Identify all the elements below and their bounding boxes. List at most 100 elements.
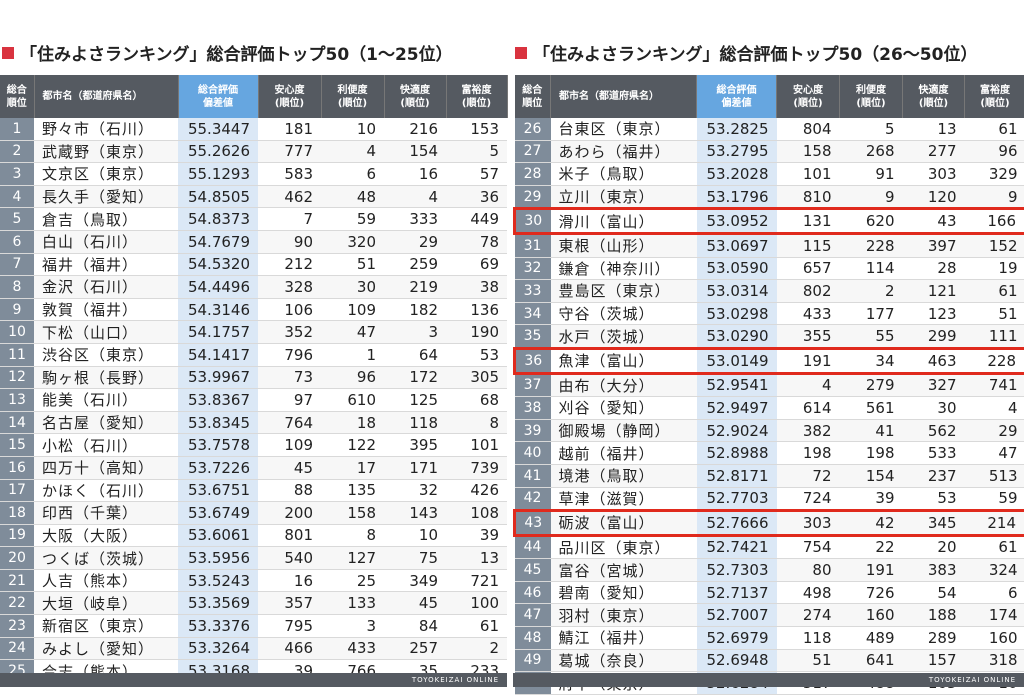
safety-cell: 614 [777,397,840,420]
wealth-cell: 174 [965,604,1024,627]
rank-cell: 40 [515,442,551,465]
comfort-cell: 259 [384,253,446,276]
convenience-cell: 122 [321,434,384,457]
rank-cell: 27 [515,140,551,163]
comfort-cell: 75 [384,547,446,570]
score-cell: 54.1757 [178,321,258,344]
safety-cell: 810 [777,185,840,209]
ranking-table: 総合順位 都市名（都道府県名） 総合評価偏差値 安心度(順位) 利便度(順位) … [513,75,1024,695]
comfort-cell: 219 [384,276,446,299]
city-cell: 下松（山口） [34,321,178,344]
safety-cell: 181 [258,118,321,140]
rank-cell: 48 [515,627,551,650]
convenience-cell: 320 [321,230,384,253]
city-cell: かほく（石川） [34,479,178,502]
comfort-cell: 125 [384,389,446,412]
convenience-cell: 55 [840,325,903,349]
comfort-cell: 16 [384,163,446,186]
safety-cell: 97 [258,389,321,412]
wealth-cell: 136 [446,298,507,321]
rank-cell: 46 [515,581,551,604]
score-cell: 52.6948 [697,649,777,672]
score-cell: 53.5956 [178,547,258,570]
convenience-cell: 610 [321,389,384,412]
convenience-cell: 8 [321,524,384,547]
rank-cell: 29 [515,185,551,209]
rank-cell: 10 [0,321,34,344]
comfort-cell: 345 [903,511,965,536]
wealth-cell: 8 [446,411,507,434]
rank-cell: 1 [0,118,34,140]
safety-cell: 80 [777,559,840,582]
safety-cell: 73 [258,366,321,389]
wealth-cell: 68 [446,389,507,412]
header-comfort: 快適度(順位) [903,75,965,118]
city-cell: つくば（茨城） [34,547,178,570]
rank-cell: 16 [0,456,34,479]
comfort-cell: 299 [903,325,965,349]
score-cell: 54.4496 [178,276,258,299]
convenience-cell: 39 [840,487,903,511]
city-cell: 渋谷区（東京） [34,343,178,366]
rank-cell: 32 [515,257,551,280]
city-cell: 米子（鳥取） [551,163,697,186]
score-cell: 52.8171 [697,464,777,487]
score-cell: 54.8505 [178,185,258,208]
rank-cell: 4 [0,185,34,208]
wealth-cell: 166 [965,209,1024,234]
wealth-cell: 2 [446,637,507,660]
wealth-cell: 78 [446,230,507,253]
wealth-cell: 47 [965,442,1024,465]
safety-cell: 198 [777,442,840,465]
wealth-cell: 108 [446,502,507,525]
score-cell: 55.2626 [178,140,258,163]
header-convenience: 利便度(順位) [840,75,903,118]
rank-cell: 37 [515,373,551,397]
city-cell: 御殿場（静岡） [551,419,697,442]
city-cell: 豊島区（東京） [551,280,697,303]
safety-cell: 583 [258,163,321,186]
convenience-cell: 30 [321,276,384,299]
ranking-panel-26-50: 「住みよさランキング」総合評価トップ50（26〜50位） 総合順位 都市名（都道… [513,0,1024,687]
comfort-cell: 182 [384,298,446,321]
safety-cell: 303 [777,511,840,536]
wealth-cell: 152 [965,233,1024,257]
comfort-cell: 237 [903,464,965,487]
ranking-panel-1-25: 「住みよさランキング」総合評価トップ50（1〜25位） 総合順位 都市名（都道府… [0,0,507,687]
rank-cell: 49 [515,649,551,672]
wealth-cell: 51 [965,302,1024,325]
city-cell: 品川区（東京） [551,535,697,559]
convenience-cell: 620 [840,209,903,234]
convenience-cell: 22 [840,535,903,559]
safety-cell: 200 [258,502,321,525]
city-cell: 大阪（大阪） [34,524,178,547]
comfort-cell: 349 [384,569,446,592]
wealth-cell: 39 [446,524,507,547]
city-cell: 敦賀（福井） [34,298,178,321]
comfort-cell: 13 [903,118,965,140]
city-cell: 鎌倉（神奈川） [551,257,697,280]
convenience-cell: 59 [321,208,384,231]
header-city: 都市名（都道府県名） [551,75,697,118]
wealth-cell: 4 [965,397,1024,420]
score-cell: 52.9024 [697,419,777,442]
wealth-cell: 13 [446,547,507,570]
convenience-cell: 279 [840,373,903,397]
score-cell: 53.8367 [178,389,258,412]
score-cell: 52.7421 [697,535,777,559]
wealth-cell: 190 [446,321,507,344]
comfort-cell: 118 [384,411,446,434]
convenience-cell: 25 [321,569,384,592]
score-cell: 52.8988 [697,442,777,465]
safety-cell: 101 [777,163,840,186]
rank-cell: 9 [0,298,34,321]
